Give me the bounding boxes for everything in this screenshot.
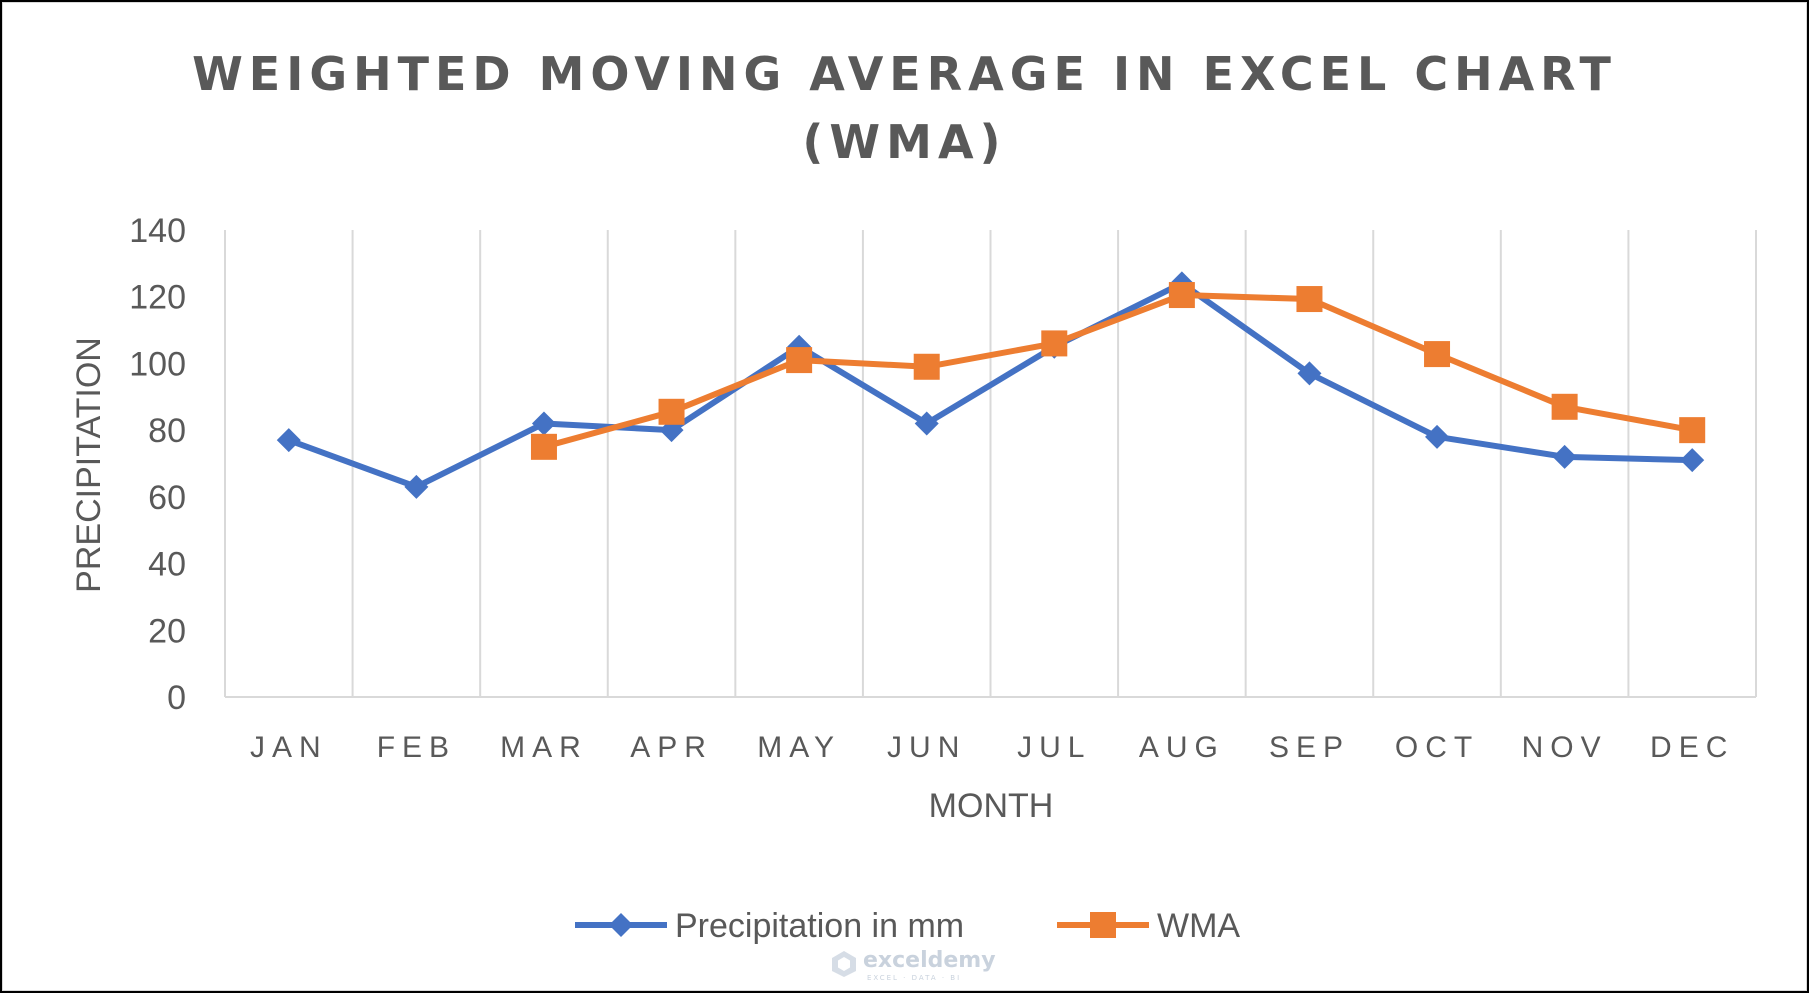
y-tick-label: 40: [148, 546, 186, 584]
gridlines: [224, 230, 1757, 698]
legend-item: WMA: [1057, 907, 1240, 945]
data-point-marker: [658, 398, 685, 425]
x-tick-label: JUN: [887, 731, 966, 764]
x-tick-label: SEP: [1269, 731, 1350, 764]
data-point-marker: [1680, 448, 1705, 473]
data-point-marker: [1297, 361, 1322, 386]
data-point-marker: [531, 411, 556, 436]
data-point-marker: [1552, 444, 1577, 469]
legend-label: WMA: [1157, 907, 1240, 945]
data-point-marker: [1424, 341, 1451, 368]
y-axis-label: PRECIPITATION: [70, 337, 108, 593]
exceldemy-logo-icon: [832, 951, 856, 977]
legend-marker: [609, 913, 633, 937]
series-group: [276, 271, 1706, 499]
y-tick-label: 120: [129, 279, 186, 317]
data-point-marker: [913, 353, 940, 380]
data-point-marker: [914, 411, 939, 436]
y-tick-label: 100: [129, 345, 186, 383]
data-point-marker: [1168, 282, 1195, 309]
x-tick-label: MAY: [757, 731, 841, 764]
x-tick-label: OCT: [1395, 731, 1479, 764]
data-point-marker: [1425, 424, 1450, 449]
y-tick-labels: 0 20 40 60 80 100 120 140: [129, 212, 186, 717]
series-line: [287, 280, 1693, 490]
chart-title-line-2: (WMA): [802, 115, 1007, 169]
data-point-marker: [1679, 417, 1706, 444]
chart-title-line-1: WEIGHTED MOVING AVERAGE IN EXCEL CHART: [192, 47, 1617, 101]
x-tick-label: DEC: [1650, 731, 1734, 764]
legend: Precipitation in mm WMA: [575, 907, 1240, 945]
y-tick-label: 60: [148, 479, 186, 517]
series-1: [530, 282, 1706, 460]
x-tick-label: AUG: [1139, 731, 1225, 764]
y-tick-label: 80: [148, 412, 186, 450]
x-tick-label: JUL: [1017, 731, 1091, 764]
line-chart: 0 20 40 60 80 100 120 140 JAN FEB MAR APR MAY JUN JUL…: [70, 212, 1757, 945]
legend-label: Precipitation in mm: [675, 907, 964, 945]
x-tick-label: APR: [630, 731, 713, 764]
data-point-marker: [786, 347, 813, 374]
y-tick-label: 140: [129, 212, 186, 250]
data-point-marker: [276, 428, 301, 453]
y-tick-label: 0: [167, 679, 186, 717]
series-line: [543, 292, 1693, 450]
watermark-name: exceldemy: [863, 948, 996, 973]
watermark: exceldemy EXCEL · DATA · BI: [831, 948, 1031, 988]
data-point-marker: [1551, 393, 1578, 420]
legend-marker: [1090, 912, 1116, 938]
data-point-marker: [404, 474, 429, 499]
data-point-marker: [530, 433, 557, 460]
x-axis-label: MONTH: [929, 787, 1054, 825]
x-tick-label: NOV: [1522, 731, 1608, 764]
x-tick-label: JAN: [250, 731, 328, 764]
data-point-marker: [1041, 330, 1068, 357]
legend-item: Precipitation in mm: [575, 907, 964, 945]
data-point-marker: [1296, 286, 1323, 313]
x-tick-label: FEB: [377, 731, 456, 764]
watermark-tagline: EXCEL · DATA · BI: [867, 974, 962, 982]
x-tick-labels: JAN FEB MAR APR MAY JUN JUL AUG SEP OCT NOV DEC: [250, 731, 1734, 764]
x-tick-label: MAR: [500, 731, 588, 764]
y-tick-label: 20: [148, 612, 186, 650]
